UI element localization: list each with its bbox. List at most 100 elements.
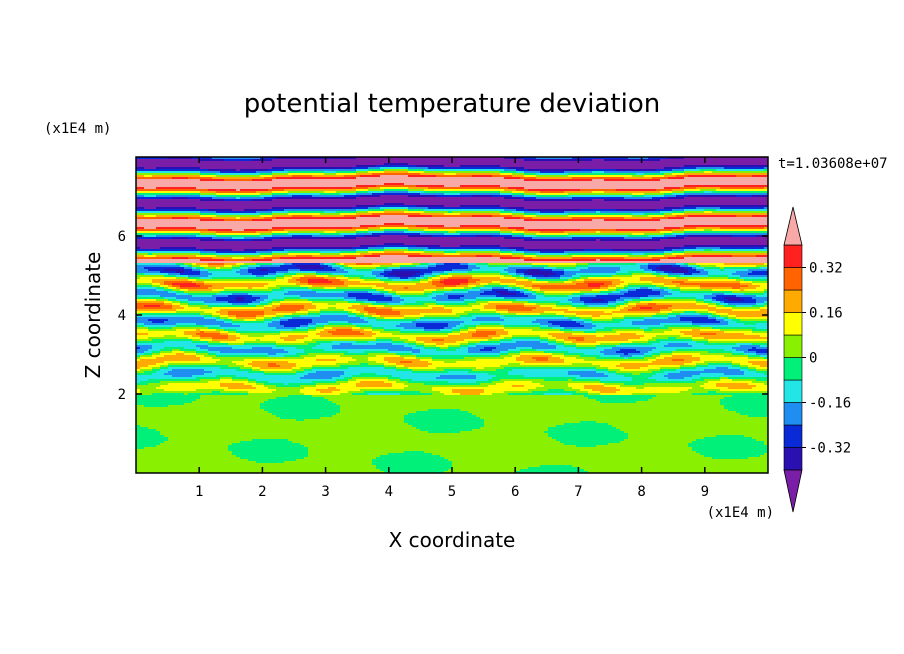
contour-cell: [352, 305, 368, 307]
contour-cell: [172, 285, 180, 287]
contour-cell: [648, 303, 656, 305]
contour-cell: [384, 243, 404, 245]
contour-cell: [460, 315, 472, 317]
contour-cell: [556, 305, 572, 307]
contour-cell: [260, 407, 340, 409]
contour-cell: [344, 377, 352, 379]
contour-cell: [532, 347, 556, 349]
contour-cell: [272, 211, 288, 213]
contour-cell: [672, 191, 684, 193]
contour-cell: [344, 353, 368, 355]
contour-cell: [452, 461, 768, 463]
contour-cell: [236, 329, 292, 331]
contour-cell: [544, 295, 568, 297]
contour-cell: [360, 373, 376, 375]
contour-cell: [156, 299, 168, 301]
contour-cell: [452, 269, 472, 271]
contour-cell: [448, 345, 460, 347]
contour-cell: [236, 331, 280, 333]
contour-cell: [136, 197, 172, 199]
contour-cell: [600, 291, 612, 293]
contour-cell: [568, 299, 580, 301]
x-tick-label: 3: [321, 484, 329, 500]
contour-cell: [480, 293, 500, 295]
contour-cell: [752, 437, 768, 439]
contour-cell: [424, 231, 448, 233]
contour-cell: [492, 235, 512, 237]
contour-cell: [208, 351, 220, 353]
contour-cell: [660, 291, 668, 293]
contour-cell: [468, 265, 476, 267]
contour-cell: [600, 287, 608, 289]
contour-cell: [136, 371, 144, 373]
contour-cell: [284, 209, 356, 211]
contour-cell: [360, 331, 372, 333]
contour-cell: [688, 265, 696, 267]
contour-cell: [524, 247, 664, 249]
contour-cell: [384, 289, 392, 291]
contour-cell: [680, 391, 708, 393]
contour-cell: [236, 271, 248, 273]
contour-cell: [488, 335, 500, 337]
contour-cell: [616, 209, 656, 211]
contour-cell: [532, 357, 548, 359]
contour-cell: [440, 329, 452, 331]
contour-cell: [272, 235, 292, 237]
contour-cell: [580, 297, 620, 299]
contour-cell: [592, 199, 604, 201]
contour-cell: [288, 351, 304, 353]
contour-cell: [220, 367, 240, 369]
contour-cell: [764, 247, 768, 249]
contour-cell: [516, 271, 524, 273]
contour-cell: [524, 271, 552, 273]
contour-cell: [596, 399, 648, 401]
contour-cell: [452, 391, 484, 393]
contour-cell: [504, 319, 536, 321]
contour-cell: [172, 349, 180, 351]
contour-cell: [268, 399, 328, 401]
contour-cell: [616, 345, 664, 347]
contour-cell: [536, 291, 544, 293]
contour-cell: [524, 259, 596, 261]
contour-cell: [204, 281, 288, 283]
contour-cell: [348, 307, 364, 309]
contour-cell: [576, 279, 584, 281]
contour-cell: [204, 249, 232, 251]
contour-cell: [216, 233, 260, 235]
contour-cell: [444, 283, 460, 285]
contour-cell: [624, 315, 652, 317]
contour-cell: [564, 443, 608, 445]
contour-cell: [188, 293, 216, 295]
contour-cell: [404, 415, 476, 417]
contour-cell: [596, 347, 612, 349]
contour-cell: [616, 365, 648, 367]
contour-cell: [136, 219, 200, 221]
contour-cell: [288, 335, 308, 337]
contour-cell: [428, 247, 508, 249]
contour-cell: [580, 189, 616, 191]
contour-cell: [628, 305, 636, 307]
contour-cell: [592, 299, 604, 301]
contour-cell: [404, 317, 420, 319]
contour-cell: [464, 321, 532, 323]
contour-cell: [140, 381, 160, 383]
contour-cell: [600, 391, 616, 393]
contour-cell: [344, 283, 388, 285]
contour-cell: [372, 287, 384, 289]
contour-cell: [220, 333, 228, 335]
contour-cell: [308, 325, 316, 327]
contour-cell: [208, 269, 232, 271]
contour-cell: [528, 189, 580, 191]
contour-cell: [620, 269, 644, 271]
contour-cell: [216, 191, 256, 193]
contour-cell: [424, 345, 436, 347]
contour-cell: [464, 301, 476, 303]
contour-cell: [356, 157, 504, 159]
contour-cell: [472, 335, 488, 337]
contour-cell: [280, 321, 312, 323]
contour-cell: [312, 235, 344, 237]
contour-cell: [684, 211, 704, 213]
contour-cell: [512, 193, 524, 195]
contour-cell: [204, 373, 264, 375]
contour-cell: [344, 297, 356, 299]
